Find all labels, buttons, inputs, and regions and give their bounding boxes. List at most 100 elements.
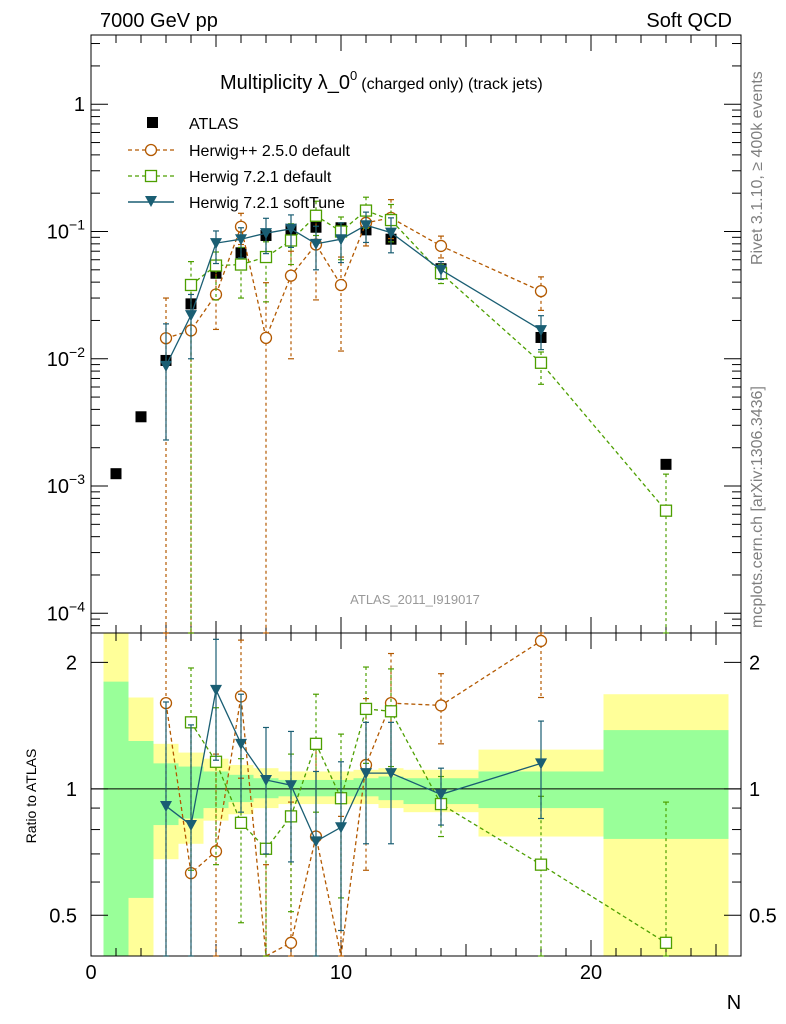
ratio-softtune-point [335, 822, 347, 834]
main-softtune-point [335, 234, 347, 246]
ratio-herwig721-line [190, 708, 667, 944]
main-softtune-point [535, 325, 547, 337]
main-ytick-label-0: 1 [74, 94, 85, 116]
xtick-label-0: 0 [85, 962, 96, 984]
ratio-ytick-label-left-0: 0.5 [49, 905, 77, 927]
ratio-ylabel: Ratio to ATLAS [23, 749, 39, 844]
ratio-ytick-label-right-2: 2 [749, 652, 760, 674]
main-herwig721-point [234, 258, 248, 271]
ratio-softtune-point [285, 780, 297, 792]
legend-marker-softtune [145, 196, 157, 207]
main-ytick-base-2: 10 [47, 349, 69, 371]
legend-marker-herwigpp [144, 143, 158, 157]
xtick-label-1: 10 [330, 962, 352, 984]
ratio-herwig721-point [659, 936, 673, 949]
ratio-herwig721-point [384, 705, 398, 718]
main-series [110, 196, 673, 634]
plot-title-suffix: (charged only) (track jets) [361, 76, 542, 93]
main-softtune-point [435, 264, 447, 276]
main-herwig721-point [659, 504, 673, 517]
ratio-softtune-point [435, 789, 447, 801]
main-herwig721-point [309, 209, 323, 222]
main-atlas-point [660, 458, 672, 470]
plot-title: Multiplicity λ_00 (charged only) (track j… [220, 68, 543, 94]
main-atlas-point [110, 468, 122, 480]
ratio-softtune-point [235, 738, 247, 750]
legend-label-atlas: ATLAS [189, 116, 239, 133]
ratio-herwigpp-point [284, 936, 298, 949]
main-herwigpp-point [334, 278, 348, 292]
legend-label-herwigpp: Herwig++ 2.5.0 default [189, 143, 351, 160]
main-herwigpp-point [284, 269, 298, 282]
main-ytick-label-2: 10−2 [47, 344, 85, 371]
main-softtune-point [285, 223, 297, 235]
ratio-softtune-point [260, 774, 272, 786]
plot-title-superscript: 0 [350, 68, 357, 83]
main-softtune-point [185, 310, 197, 322]
plot-title-main: Multiplicity λ_0 [220, 72, 350, 94]
main-ytick-exp-3: −3 [69, 471, 85, 487]
xtick-label-2: 20 [580, 962, 602, 984]
ratio-ytick-label-left-1: 1 [66, 779, 77, 801]
legend-marker-herwig721 [144, 169, 158, 183]
band-inner-0 [103, 681, 129, 956]
main-ytick-base-4: 10 [47, 603, 69, 625]
ratio-herwig721-point [534, 858, 548, 871]
ratio-softtune-point [185, 820, 197, 832]
main-softtune-point [260, 228, 272, 240]
analysis-id: ATLAS_2011_I919017 [350, 592, 480, 607]
main-softtune-point [360, 220, 372, 232]
ratio-ytick-label-left-2: 2 [66, 652, 77, 674]
legend-marker-atlas [147, 117, 158, 128]
ratio-softtune-point [360, 768, 372, 780]
mcplots-label: mcplots.cern.ch [arXiv:1306.3436] [749, 386, 766, 628]
main-ytick-base-3: 10 [47, 476, 69, 498]
main-ytick-label-4: 10−4 [47, 598, 85, 625]
x-axis-label: N [727, 992, 741, 1014]
main-ytick-label-3: 10−3 [47, 471, 85, 498]
main-herwigpp-point [259, 331, 273, 344]
legend: ATLAS Herwig++ 2.5.0 default Herwig 7.2.… [128, 116, 351, 212]
ratio-ytick-label-right-1: 1 [749, 779, 760, 801]
ratio-herwig721-point [359, 702, 373, 716]
ratio-herwigpp-point [434, 699, 448, 712]
main-herwigpp-line [165, 217, 542, 341]
main-softtune-point [310, 238, 322, 250]
main-ytick-base-1: 10 [47, 222, 69, 244]
ratio-softtune-point [535, 758, 547, 770]
main-herwigpp-point [534, 284, 548, 298]
main-ytick-exp-1: −1 [69, 217, 85, 233]
main-axis-ticks: 110−110−210−310−4 [47, 35, 741, 634]
rivet-label: Rivet 3.1.10, ≥ 400k events [749, 71, 766, 265]
legend-label-softtune: Herwig 7.2.1 softTune [189, 195, 345, 212]
ratio-herwig721-point [234, 816, 248, 829]
band-inner-1 [128, 740, 154, 898]
header-right: Soft QCD [646, 10, 732, 32]
ratio-softtune-point [210, 684, 222, 696]
main-softtune-line [165, 224, 542, 367]
main-atlas-point [135, 411, 147, 423]
main-softtune-point [385, 227, 397, 239]
main-softtune-point [235, 234, 247, 246]
ratio-softtune-point [385, 768, 397, 780]
ratio-softtune-line [165, 687, 542, 843]
main-ytick-exp-4: −4 [69, 598, 85, 614]
main-atlas-point [210, 267, 222, 279]
main-softtune-point [210, 238, 222, 250]
ratio-axis-ticks: 0.5 0.51 12 20 10 20 [49, 633, 777, 984]
legend-label-herwig721: Herwig 7.2.1 default [189, 169, 332, 186]
main-ytick-label-1: 10−1 [47, 217, 85, 244]
main-herwig721-point [184, 278, 198, 292]
main-herwigpp-point [434, 239, 448, 253]
ratio-softtune-point [310, 836, 322, 848]
main-softtune-point [160, 360, 172, 372]
header-left: 7000 GeV pp [100, 10, 218, 32]
main-herwig721-point [534, 356, 548, 369]
ratio-herwig721-point [309, 737, 323, 750]
ratio-softtune-point [160, 801, 172, 813]
ratio-ytick-label-right-0: 0.5 [749, 905, 777, 927]
main-ytick-base-0: 1 [74, 94, 85, 116]
main-ytick-exp-2: −2 [69, 344, 85, 360]
ratio-series [159, 632, 673, 958]
